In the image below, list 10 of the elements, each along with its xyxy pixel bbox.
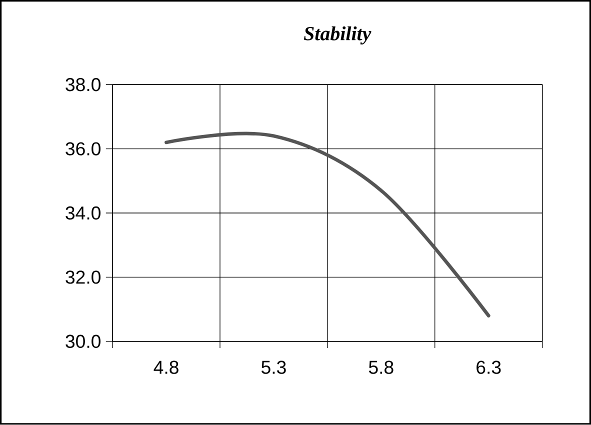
y-tick-label: 36.0 xyxy=(66,142,100,156)
y-tick-label: 30.0 xyxy=(66,334,100,348)
y-tick-label: 34.0 xyxy=(66,206,100,220)
x-tick-label: 6.3 xyxy=(476,360,501,374)
x-tick-label: 5.3 xyxy=(262,360,286,374)
x-tick-label: 5.8 xyxy=(368,360,394,374)
x-tick-label: 4.8 xyxy=(154,360,178,374)
chart-title: Stability xyxy=(304,26,372,45)
y-tick-label: 38.0 xyxy=(66,78,100,92)
y-tick-label: 32.0 xyxy=(66,270,100,284)
